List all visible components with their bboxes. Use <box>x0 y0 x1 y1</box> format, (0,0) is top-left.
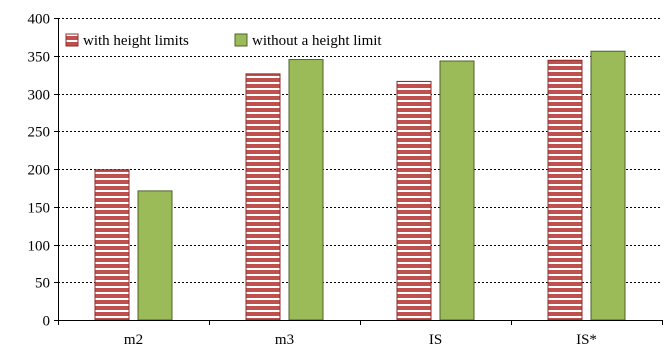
x-tick-label-IS: IS <box>429 332 442 348</box>
bar-without-a-height-limit-m3 <box>288 59 324 321</box>
bar-without-a-height-limit-IS <box>439 60 475 321</box>
x-tick-label-ISstar: IS* <box>576 332 597 348</box>
y-tick-label-250: 250 <box>28 125 51 141</box>
legend-label-with-height-limits: with height limits <box>83 33 189 49</box>
bars <box>94 50 626 321</box>
y-tick-label-400: 400 <box>28 12 51 28</box>
legend-swatch-without-a-height-limit <box>234 33 248 47</box>
x-tick-label-m2: m2 <box>124 332 143 348</box>
bar-with-height-limits-IS <box>396 80 432 321</box>
y-tick-label-100: 100 <box>28 239 51 255</box>
bar-with-height-limits-ISstar <box>547 59 583 321</box>
bar-with-height-limits-m3 <box>245 73 281 321</box>
bar-with-height-limits-m2 <box>94 169 130 321</box>
y-tick-label-150: 150 <box>28 201 51 217</box>
legend: with height limits without a height limi… <box>65 33 382 49</box>
bar-without-a-height-limit-m2 <box>137 190 173 321</box>
y-tick-label-50: 50 <box>35 276 50 292</box>
y-tick-label-300: 300 <box>28 88 51 104</box>
y-tick-label-350: 350 <box>28 50 51 66</box>
x-tick-label-m3: m3 <box>275 332 294 348</box>
axes: 0 50 100 150 200 250 300 350 400 m2 m3 IS IS* <box>28 12 663 348</box>
y-tick-label-0: 0 <box>43 314 51 330</box>
legend-label-without-a-height-limit: without a height limit <box>252 33 382 49</box>
y-tick-label-200: 200 <box>28 163 51 179</box>
bar-without-a-height-limit-ISstar <box>590 50 626 321</box>
legend-swatch-with-height-limits <box>65 33 79 47</box>
